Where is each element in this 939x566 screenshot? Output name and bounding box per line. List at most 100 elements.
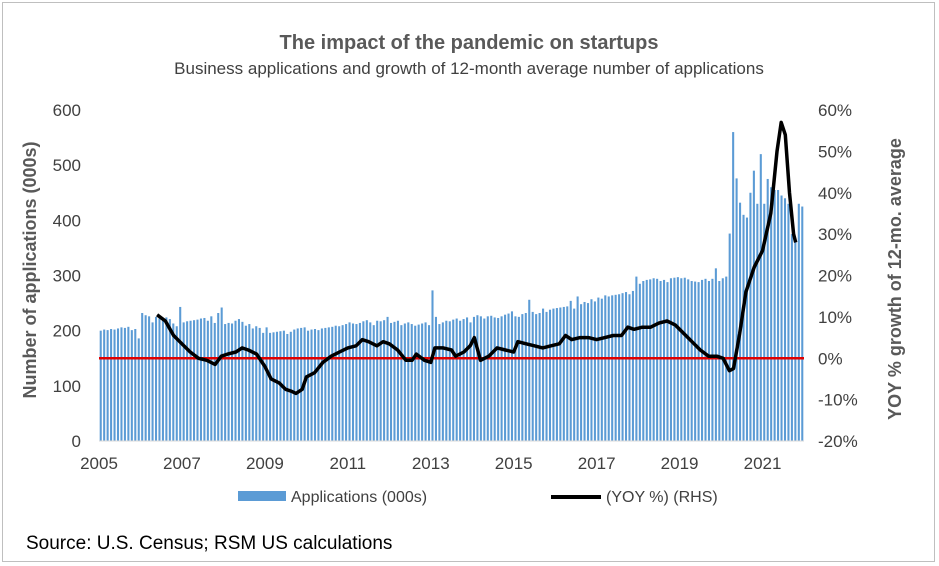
bar bbox=[224, 324, 227, 441]
bar bbox=[369, 322, 372, 441]
bar bbox=[448, 321, 451, 441]
bar bbox=[348, 322, 351, 441]
y2-tick-label: 60% bbox=[818, 101, 852, 120]
bar bbox=[535, 314, 538, 441]
x-axis-ticks: 2005 2007 2009 2011 2013 2015 2017 2019 2021 bbox=[80, 454, 781, 473]
bar bbox=[113, 329, 116, 441]
x-tick-label: 2021 bbox=[744, 454, 782, 473]
bar bbox=[365, 320, 368, 441]
bar bbox=[213, 322, 216, 441]
bar bbox=[780, 195, 783, 441]
bar bbox=[545, 311, 548, 441]
bar bbox=[383, 320, 386, 441]
bar bbox=[434, 316, 437, 442]
bar bbox=[372, 325, 375, 441]
bar bbox=[497, 317, 500, 441]
bar bbox=[542, 308, 545, 441]
bar bbox=[338, 326, 341, 441]
bar bbox=[345, 324, 348, 441]
bar bbox=[745, 217, 749, 441]
bar bbox=[307, 330, 310, 441]
bar bbox=[493, 317, 496, 441]
bar bbox=[600, 298, 603, 441]
y2-tick-label: 40% bbox=[818, 184, 852, 203]
bar bbox=[175, 326, 178, 441]
bar bbox=[168, 319, 171, 441]
bar bbox=[524, 313, 527, 441]
bar bbox=[628, 294, 631, 441]
bar bbox=[193, 320, 196, 441]
bar bbox=[597, 297, 600, 441]
bar bbox=[707, 281, 710, 441]
bar bbox=[379, 321, 382, 441]
bar bbox=[732, 132, 735, 441]
bar bbox=[234, 320, 237, 441]
bar bbox=[569, 300, 572, 441]
bar bbox=[517, 316, 520, 442]
bar bbox=[227, 322, 230, 441]
bar bbox=[137, 338, 140, 441]
bar bbox=[697, 282, 700, 441]
bar bbox=[680, 278, 683, 441]
bar bbox=[196, 319, 199, 441]
bar bbox=[794, 239, 797, 441]
bar bbox=[576, 296, 579, 441]
bar bbox=[421, 323, 424, 441]
bar bbox=[531, 311, 534, 441]
bar bbox=[393, 321, 396, 441]
bar bbox=[151, 322, 154, 441]
y2-tick-label: -20% bbox=[818, 432, 858, 451]
bar bbox=[590, 299, 593, 441]
bar bbox=[103, 329, 106, 441]
bar bbox=[376, 320, 379, 441]
y2-tick-label: 30% bbox=[818, 225, 852, 244]
bar bbox=[656, 278, 659, 441]
bar bbox=[621, 293, 624, 441]
y-axis-title: Number of applications (000s) bbox=[20, 141, 40, 398]
bar bbox=[203, 317, 206, 441]
bar bbox=[510, 311, 514, 441]
bar bbox=[573, 308, 576, 441]
bar bbox=[210, 316, 213, 441]
chart-title: The impact of the pandemic on startups bbox=[280, 32, 659, 54]
y2-axis-ticks: -20% -10% 0% 10% 20% 30% 40% 50% 60% bbox=[818, 101, 858, 451]
bar bbox=[186, 321, 189, 441]
bar bbox=[521, 314, 524, 441]
bar bbox=[296, 328, 299, 441]
bar bbox=[362, 321, 365, 441]
bar bbox=[490, 315, 493, 441]
bar bbox=[258, 327, 261, 441]
bar bbox=[262, 332, 265, 441]
bar bbox=[659, 281, 662, 441]
bar bbox=[134, 329, 137, 441]
bar bbox=[718, 281, 721, 441]
bar bbox=[687, 279, 690, 441]
bar bbox=[99, 330, 102, 441]
legend-bar-swatch bbox=[238, 491, 286, 501]
bar bbox=[694, 281, 697, 441]
bar bbox=[300, 327, 303, 441]
y-axis-ticks: 0 100 200 300 400 500 600 bbox=[53, 101, 81, 451]
bar bbox=[351, 323, 355, 441]
bar bbox=[286, 333, 289, 441]
bar bbox=[690, 281, 693, 441]
bar bbox=[618, 294, 621, 441]
source-note: Source: U.S. Census; RSM US calculations bbox=[26, 533, 392, 554]
bar bbox=[410, 324, 413, 441]
bar bbox=[275, 331, 279, 441]
bar bbox=[438, 324, 441, 441]
bar bbox=[269, 332, 272, 441]
y2-tick-label: -10% bbox=[818, 391, 858, 410]
bar bbox=[514, 316, 517, 441]
y-tick-label: 500 bbox=[53, 156, 81, 175]
bar bbox=[355, 324, 358, 441]
bar bbox=[583, 301, 586, 441]
bar bbox=[500, 316, 503, 441]
bar bbox=[403, 323, 406, 441]
y2-tick-label: 10% bbox=[818, 308, 852, 327]
bar bbox=[265, 327, 268, 441]
bar bbox=[424, 322, 427, 441]
bar bbox=[759, 154, 762, 441]
bar bbox=[106, 330, 109, 441]
